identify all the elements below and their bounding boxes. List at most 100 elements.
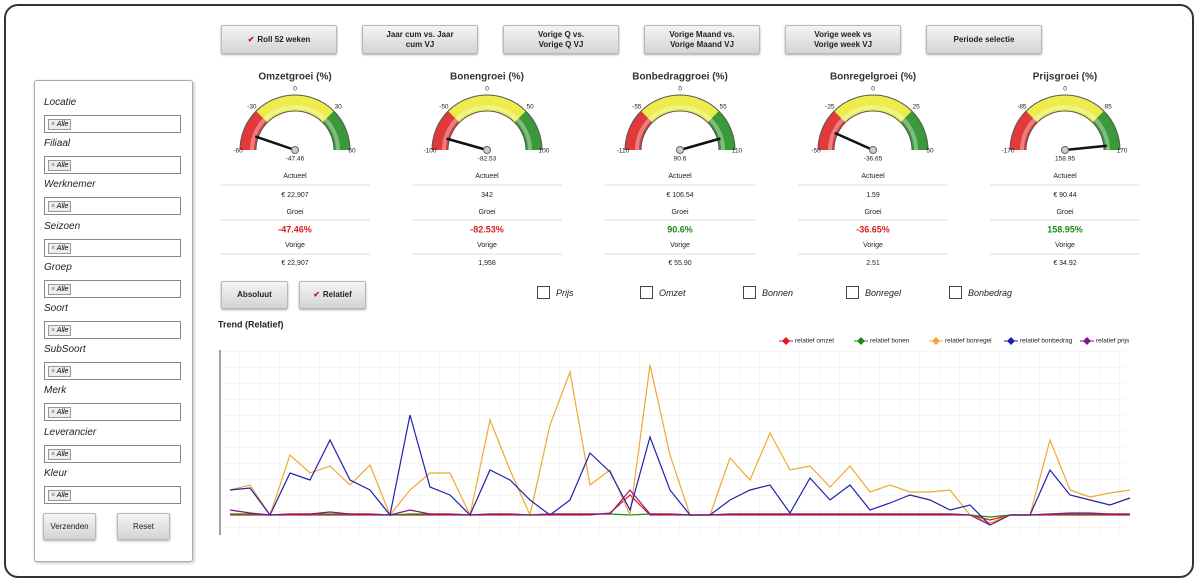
filter-select[interactable]: × Alle — [44, 115, 181, 133]
gauge-zone — [641, 95, 719, 123]
gauge-tick-label: 170 — [1117, 148, 1128, 155]
filter-label-label: Werknemer — [44, 179, 96, 191]
mode-button-label: Relatief — [322, 290, 352, 299]
gauge-zone — [240, 111, 268, 151]
gauge-tick-label: 30 — [335, 104, 343, 111]
gauge-shine — [635, 105, 725, 151]
period-button[interactable]: ✔ Roll 52 weken — [221, 25, 337, 54]
filter-tag[interactable]: × Alle — [48, 242, 72, 254]
remove-icon[interactable]: × — [51, 203, 57, 211]
checkbox-box[interactable] — [743, 286, 756, 299]
filter-select[interactable]: × Alle — [44, 197, 181, 216]
series-checkbox[interactable]: Bonbedrag — [949, 286, 1012, 299]
gauge-figure: -36.65% — [856, 224, 890, 234]
gauge-zone — [1010, 111, 1038, 151]
filter-tag[interactable]: × Alle — [48, 119, 72, 130]
series-checkbox[interactable]: Bonnen — [743, 286, 793, 299]
checkbox-box[interactable] — [846, 286, 859, 299]
legend-label: relatief bonregel — [945, 338, 992, 345]
gauge-figure: 158.95% — [1047, 224, 1083, 234]
filter-tag[interactable]: × Alle — [48, 489, 72, 501]
series-checkbox[interactable]: Omzet — [640, 286, 686, 299]
filter-label-label: Soort — [44, 303, 68, 314]
checkbox-box[interactable] — [640, 286, 653, 299]
filter-tag[interactable]: × Alle — [48, 201, 72, 213]
filter-label: Seizoen — [44, 221, 80, 232]
gauge-row-label: Vorige — [1055, 242, 1075, 249]
remove-icon[interactable]: × — [51, 327, 57, 334]
remove-icon[interactable]: × — [51, 244, 57, 252]
gauge-value: 158.95 — [1055, 156, 1075, 163]
gauge-value: -82.53 — [478, 156, 497, 163]
gauge-hub — [1061, 146, 1069, 154]
filter-select[interactable]: × Alle — [44, 362, 181, 381]
remove-icon[interactable]: × — [51, 450, 57, 458]
gauge-needle — [1064, 144, 1107, 152]
filter-button-label: Verzenden — [50, 521, 89, 531]
mode-button[interactable]: Absoluut — [221, 281, 288, 309]
filter-tag[interactable]: × Alle — [48, 407, 72, 419]
filter-select[interactable]: × Alle — [44, 485, 181, 504]
gauge-hub — [291, 146, 299, 154]
period-button[interactable]: Vorige Maand vs. Vorige Maand VJ — [644, 25, 760, 54]
period-button[interactable]: Vorige week vs Vorige week VJ — [785, 25, 901, 54]
series-checkbox[interactable]: Bonregel — [846, 286, 901, 299]
gauge-figure: -47.46% — [278, 224, 312, 234]
filter-tag[interactable]: × Alle — [48, 283, 72, 295]
checkbox-label: Bonbedrag — [968, 287, 1013, 298]
gauge-title: Bonengroei (%) — [450, 72, 524, 83]
checkbox-box[interactable] — [949, 286, 962, 299]
remove-icon[interactable]: × — [51, 368, 57, 376]
gauge-row-label: Actueel — [475, 173, 499, 180]
chart-title: Trend (Relatief) — [218, 319, 284, 329]
tag-label: Alle — [56, 244, 69, 252]
remove-icon[interactable]: × — [51, 285, 57, 293]
filter-tag[interactable]: × Alle — [48, 160, 72, 172]
gauge-row-label: Vorige — [477, 242, 497, 249]
filter-select[interactable]: × Alle — [44, 321, 181, 339]
filter-select[interactable]: × Alle — [44, 279, 181, 298]
remove-icon[interactable]: × — [51, 162, 57, 170]
gauge-needle — [254, 135, 296, 152]
series-checkbox[interactable]: Prijs — [537, 286, 574, 299]
gauge-needle — [834, 131, 874, 152]
legend-label: relatief prijs — [1096, 338, 1130, 345]
filter-label: SubSoort — [44, 344, 86, 355]
gauge-row-label: Groei — [671, 209, 689, 216]
gauge-tick-label: -60 — [233, 148, 243, 155]
filter-select[interactable]: × Alle — [44, 156, 181, 175]
filter-tag[interactable]: × Alle — [48, 366, 72, 378]
filter-label: Soort — [44, 303, 68, 314]
gauge-hub — [676, 146, 684, 154]
filter-label-label: Seizoen — [44, 220, 81, 232]
checkbox-box[interactable] — [537, 286, 550, 299]
period-button-label: Vorige Q vs. Vorige Q VJ — [537, 29, 585, 49]
filter-select[interactable]: × Alle — [44, 403, 181, 422]
gauge-row-label: Actueel — [1053, 173, 1077, 180]
period-button-label: Jaar cum vs. Jaar cum VJ — [386, 29, 454, 49]
legend-label: relatief bonbedrag — [1020, 338, 1073, 345]
filter-button[interactable]: Reset — [117, 513, 170, 540]
gauge-needle — [679, 137, 721, 152]
gauge-shine — [442, 105, 532, 151]
gauge-figure: € 22,907 — [281, 260, 308, 267]
mode-button[interactable]: ✔ Relatief — [299, 281, 366, 309]
gauge-figure: € 106.54 — [666, 192, 693, 199]
remove-icon[interactable]: × — [51, 491, 57, 499]
tag-label: Alle — [56, 368, 69, 376]
remove-icon[interactable]: × — [51, 409, 57, 417]
period-button[interactable]: Periode selectie — [926, 25, 1042, 54]
mode-button-label: Absoluut — [237, 290, 272, 299]
dashboard: Trend (Relatief) Omzetgroei (%) -60 -30 0 30… — [218, 72, 1140, 535]
filter-button[interactable]: Verzenden — [43, 513, 96, 540]
remove-icon[interactable]: × — [51, 121, 57, 128]
period-button[interactable]: Vorige Q vs. Vorige Q VJ — [503, 25, 619, 54]
filter-select[interactable]: × Alle — [44, 444, 181, 463]
period-button[interactable]: Jaar cum vs. Jaar cum VJ — [362, 25, 478, 54]
tag-label: Alle — [56, 491, 69, 499]
filter-label-label: Groep — [44, 261, 72, 273]
filter-tag[interactable]: × Alle — [48, 448, 72, 460]
gauge-row-label: Actueel — [668, 173, 692, 180]
filter-select[interactable]: × Alle — [44, 238, 181, 257]
filter-tag[interactable]: × Alle — [48, 325, 72, 336]
